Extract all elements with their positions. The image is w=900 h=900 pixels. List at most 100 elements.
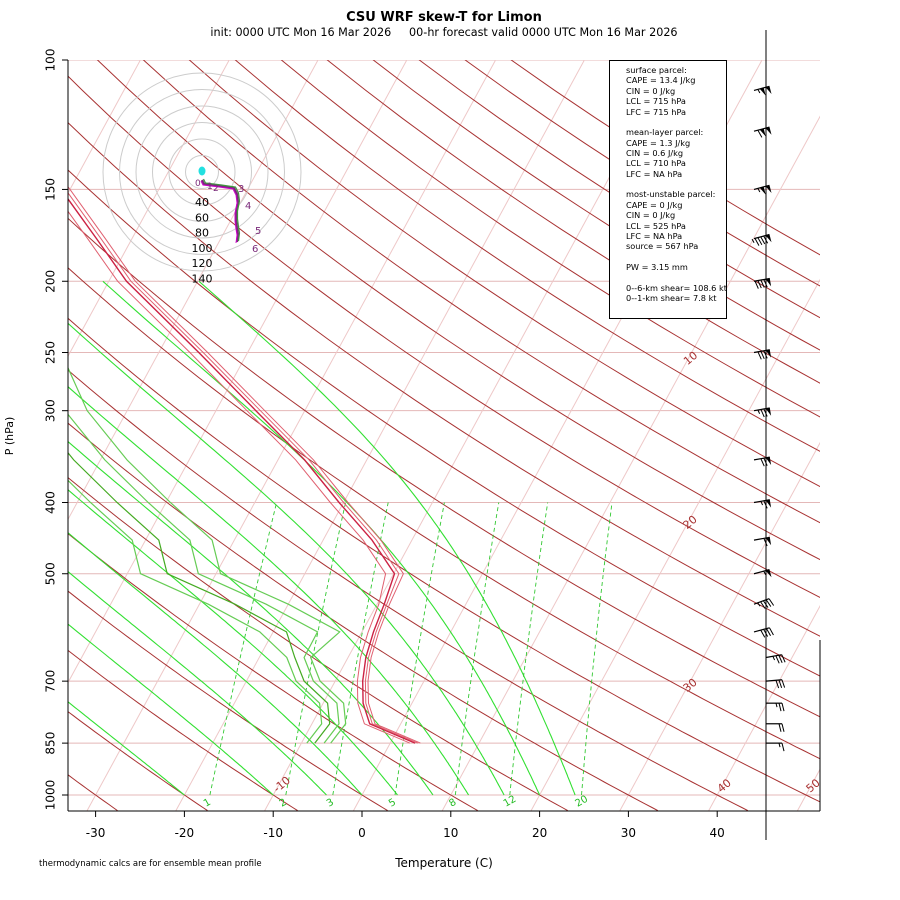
moist-adiabat-line — [68, 532, 363, 796]
mixing-ratio-line — [581, 502, 613, 796]
temperature-profile-line — [68, 197, 416, 744]
dry-adiabat-line — [142, 60, 820, 524]
wind-barb-flag — [757, 280, 762, 289]
x-tick-label: 30 — [621, 826, 636, 840]
wind-barb-pennant — [765, 457, 772, 465]
moist-adiabat-line — [68, 322, 505, 796]
dry-adiabat-line — [280, 60, 820, 418]
dry-adiabat-line — [68, 532, 478, 811]
mixing-ratio-line — [332, 502, 389, 796]
wind-barb-half-flag — [763, 570, 767, 576]
mixing-ratio-line — [285, 502, 347, 796]
wind-barb-staff — [753, 277, 770, 282]
temperature-profile-line — [68, 186, 421, 744]
dry-adiabat-line — [96, 60, 820, 561]
dry-adiabat-line — [68, 169, 820, 677]
wind-barb-pennant — [759, 186, 766, 195]
y-tick-label: 150 — [44, 178, 58, 201]
wind-barb-flag — [763, 279, 768, 288]
axes-frame: 123581220-100102030405010015020025030040… — [44, 49, 823, 840]
y-tick-label: 1000 — [44, 780, 58, 811]
dry-adiabat-line — [188, 60, 820, 488]
y-tick-label: 400 — [44, 491, 58, 514]
stats-line: 0--6-km shear= 108.6 kt — [626, 282, 727, 293]
dry-adiabat-line — [68, 774, 118, 811]
wind-barb-flag — [763, 538, 768, 547]
wind-barb — [753, 499, 772, 509]
wind-barb-pennant — [765, 278, 772, 287]
wind-barb-flag — [781, 723, 785, 732]
hodograph-ring-label: 40 — [195, 196, 209, 209]
isotherm-line — [530, 278, 820, 811]
dewpoint-profile-line — [68, 366, 347, 744]
wind-barb-flag — [762, 600, 769, 608]
wind-barb — [753, 456, 772, 467]
wind-barb-pennant — [765, 86, 772, 94]
wind-barbs — [751, 30, 786, 840]
wind-barb-flag — [760, 458, 765, 467]
wind-barb — [753, 277, 772, 289]
mixing-ratio-label: 12 — [502, 794, 519, 810]
dry-adiabat-line — [68, 649, 298, 811]
wind-barb — [766, 742, 785, 752]
dewpoint-profile-line — [68, 413, 340, 744]
wind-barb — [753, 536, 772, 547]
hodograph-ring-label: 120 — [192, 257, 213, 270]
isotherm-line — [68, 60, 141, 195]
mixing-ratio-line — [394, 502, 445, 796]
stats-line: CIN = 0 J/kg — [626, 85, 676, 96]
wind-barb-half-flag — [772, 656, 776, 661]
wind-barb-flag — [754, 280, 759, 289]
y-tick-label: 200 — [44, 270, 58, 293]
moist-adiabat-line — [68, 440, 434, 796]
mixing-ratio-line — [209, 502, 278, 796]
wind-barb-flag — [781, 703, 785, 712]
stats-line: mean-layer parcel: — [626, 127, 704, 138]
wind-barb-flag — [766, 628, 771, 637]
hodograph-height-label: 1 — [207, 182, 213, 192]
wind-barb-flag — [781, 679, 786, 688]
wind-barb-flag — [763, 350, 768, 359]
mixing-ratio-label: 2 — [278, 797, 289, 810]
isotherm-label: 30 — [681, 676, 700, 695]
hodograph-ring — [168, 138, 236, 206]
wind-barb-half-flag — [760, 501, 764, 506]
wind-barb-flag — [760, 351, 765, 360]
wind-barb-pennant — [765, 185, 772, 193]
wind-barb-pennant — [765, 537, 772, 546]
isotherm-line — [68, 60, 230, 358]
y-tick-label: 700 — [44, 670, 58, 693]
hodograph-ring-label: 80 — [195, 227, 209, 240]
wind-barb — [765, 679, 786, 689]
stats-line: 0--1-km shear= 7.8 kt — [626, 293, 717, 304]
isotherm-line — [68, 60, 319, 521]
wind-barb-pennant — [759, 87, 766, 96]
hodograph-ring — [185, 155, 219, 189]
hodograph-ring-label: 60 — [195, 211, 209, 224]
surface-parcel-group: surface parcel: CAPE = 13.4 J/kg CIN = 0… — [626, 65, 726, 117]
hodograph-height-label: 2 — [213, 184, 219, 194]
mixing-ratio-label: 3 — [325, 797, 336, 810]
x-tick-label: -20 — [175, 826, 195, 840]
moist-adiabat-line — [68, 701, 185, 796]
moist-adiabat-line — [68, 385, 470, 796]
wind-barb — [753, 85, 772, 96]
wind-barb-pennant — [765, 407, 772, 416]
wind-barb — [753, 407, 772, 418]
wind-barb-pennant — [759, 128, 766, 137]
x-tick-label: -10 — [263, 826, 283, 840]
wind-barb-flag — [768, 598, 775, 606]
wind-barb — [753, 569, 772, 578]
dewpoint-profile-line — [68, 479, 323, 744]
isotherm-line — [175, 60, 585, 811]
wind-barb — [753, 598, 775, 609]
wind-barb-flag — [757, 237, 763, 246]
x-tick-label: 0 — [358, 826, 366, 840]
moist-adiabat-line — [68, 489, 398, 796]
moist-adiabat-line — [198, 280, 576, 796]
wind-barb-flag — [781, 743, 785, 752]
stats-line: CAPE = 0 J/kg — [626, 199, 683, 210]
mixing-ratio-label: 20 — [574, 794, 591, 810]
hodograph-ring — [152, 122, 252, 222]
x-tick-label: 10 — [443, 826, 458, 840]
